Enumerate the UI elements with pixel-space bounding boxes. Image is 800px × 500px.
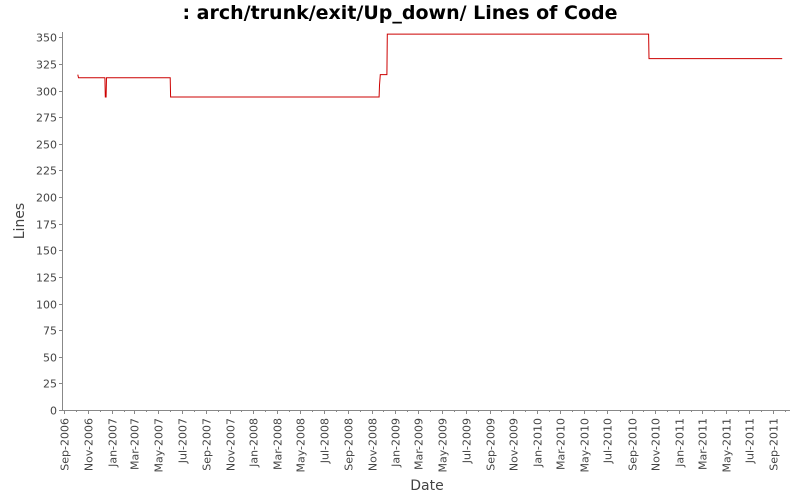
- x-tick-label: Jul-2009: [461, 418, 474, 464]
- x-tick-label: Jul-2010: [602, 418, 615, 464]
- x-tick-label: Mar-2008: [272, 418, 285, 470]
- x-tick-label: Mar-2010: [555, 418, 568, 470]
- y-tick-label: 50: [43, 352, 57, 365]
- x-tick-label: Jul-2008: [319, 418, 332, 464]
- x-tick-label: Jan-2010: [532, 418, 545, 468]
- x-tick-label: Jan-2009: [390, 418, 403, 468]
- y-tick-label: 75: [43, 325, 57, 338]
- y-tick-label: 225: [36, 165, 57, 178]
- series-layer: [77, 33, 783, 98]
- x-tick-label: Jan-2007: [107, 418, 120, 468]
- y-axis: 0 25 50 75 100 125 150 175 200 225 250 275 300 325 350: [36, 32, 63, 418]
- y-tick-label: 300: [36, 86, 57, 99]
- x-tick-label: Nov-2010: [650, 418, 663, 471]
- x-tick-label: May-2010: [579, 418, 592, 473]
- y-tick-label: 200: [36, 192, 57, 205]
- series-line: [77, 33, 783, 98]
- y-tick-label: 175: [36, 219, 57, 232]
- x-tick-label: May-2009: [437, 418, 450, 473]
- x-tick-label: May-2007: [153, 418, 166, 473]
- x-tick-label: Mar-2007: [129, 418, 142, 470]
- x-tick-label: May-2011: [721, 418, 734, 473]
- x-tick-label: Sep-2007: [201, 418, 214, 471]
- plot-background: [63, 32, 790, 410]
- x-tick-label: Mar-2011: [697, 418, 710, 470]
- y-tick-label: 125: [36, 272, 57, 285]
- x-tick-label: Sep-2011: [768, 418, 781, 471]
- y-tick-label: 325: [36, 59, 57, 72]
- y-tick-label: 100: [36, 299, 57, 312]
- y-tick-label: 350: [36, 32, 57, 45]
- x-tick-label: Jul-2011: [744, 418, 757, 464]
- x-tick-label: Nov-2008: [367, 418, 380, 471]
- x-axis-label: Date: [410, 478, 443, 494]
- y-tick-label: 0: [50, 405, 57, 418]
- x-tick-label: Sep-2006: [59, 418, 72, 471]
- x-tick-label: Sep-2008: [343, 418, 356, 471]
- x-tick-label: Jan-2011: [674, 418, 687, 468]
- x-tick-label: Jul-2007: [177, 418, 190, 464]
- y-tick-label: 25: [43, 378, 57, 391]
- x-tick-label: Nov-2007: [225, 418, 238, 471]
- x-axis: Sep-2006 Nov-2006 Jan-2007 Mar-2007 May-2007…: [59, 410, 790, 473]
- y-tick-label: 150: [36, 245, 57, 258]
- y-tick-label: 250: [36, 139, 57, 152]
- x-tick-label: Jan-2008: [248, 418, 261, 468]
- chart-title: : arch/trunk/exit/Up_down/ Lines of Code: [182, 2, 618, 24]
- plot-area: [63, 32, 790, 410]
- x-tick-label: Sep-2009: [485, 418, 498, 471]
- x-tick-label: Nov-2006: [83, 418, 96, 471]
- x-tick-label: May-2008: [295, 418, 308, 473]
- x-tick-label: Sep-2010: [627, 418, 640, 471]
- y-tick-label: 275: [36, 112, 57, 125]
- x-tick-label: Nov-2009: [508, 418, 521, 471]
- y-axis-label: Lines: [12, 203, 28, 239]
- x-tick-label: Mar-2009: [413, 418, 426, 470]
